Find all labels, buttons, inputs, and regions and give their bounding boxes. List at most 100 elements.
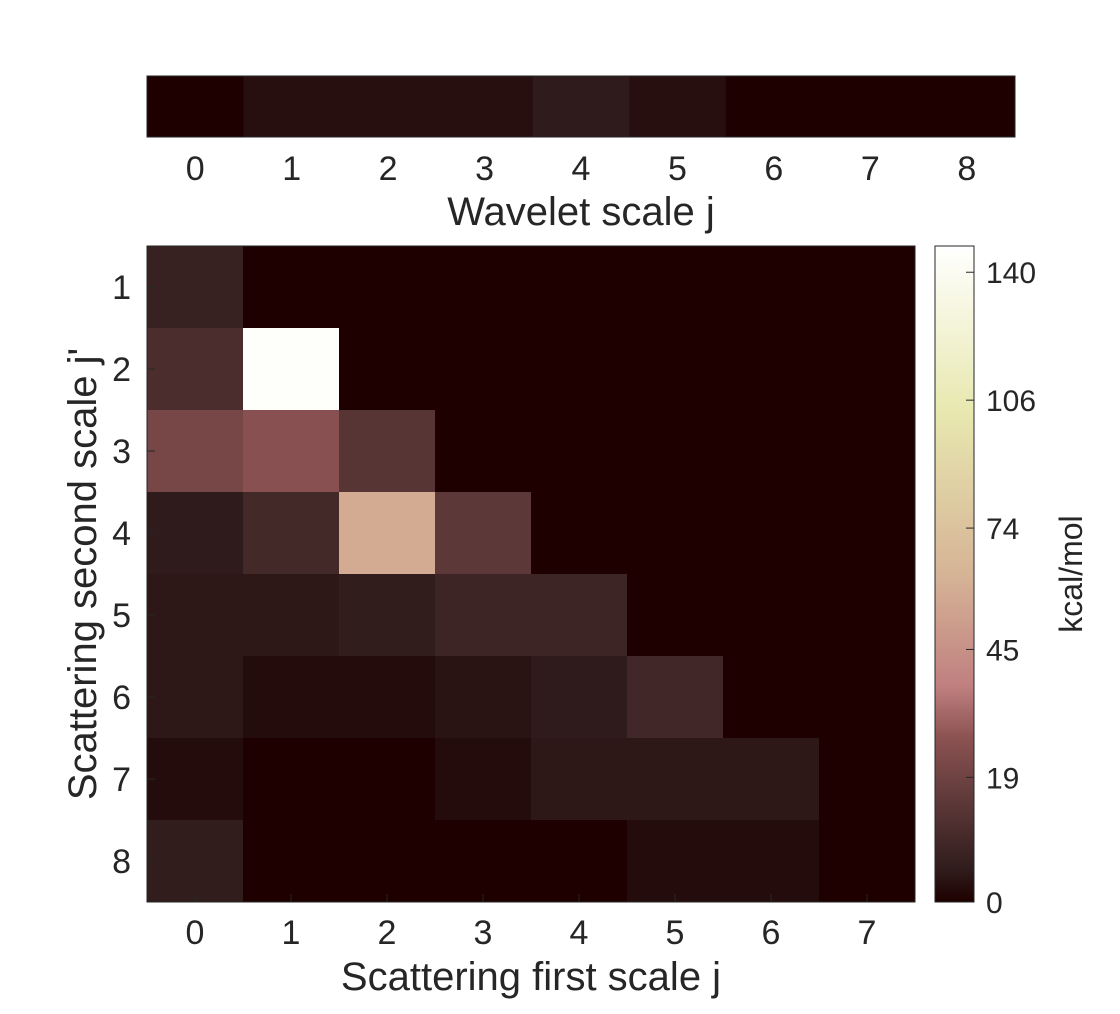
wavelet-cell — [918, 76, 1016, 137]
wavelet-x-tick-label: 6 — [764, 150, 783, 188]
colorbar-tick-label: 0 — [986, 887, 1003, 920]
wavelet-panel: 0 1 2 3 4 5 6 7 8 Wavelet scale j — [146, 75, 1016, 234]
wavelet-cell — [147, 76, 244, 137]
x-tick-label: 3 — [474, 914, 493, 952]
y-tick-label: 1 — [112, 269, 131, 307]
y-tick-label: 8 — [112, 843, 131, 881]
heatmap-cell — [339, 328, 436, 411]
heatmap-cell — [819, 656, 916, 739]
heatmap-cell — [243, 328, 340, 411]
y-tick-label: 7 — [112, 761, 131, 799]
heatmap-cell — [819, 492, 916, 575]
x-tick-label: 4 — [570, 914, 589, 952]
heatmap-cell — [531, 328, 628, 411]
heatmap-cell — [243, 738, 340, 821]
y-tick-label: 6 — [112, 679, 131, 717]
heatmap-cell — [531, 738, 628, 821]
y-tick-label: 4 — [112, 515, 131, 553]
heatmap-cell — [339, 410, 436, 493]
heatmap-cell — [243, 656, 340, 739]
wavelet-cells — [147, 76, 1016, 137]
heatmap-cell — [147, 246, 244, 329]
heatmap-cell — [627, 492, 724, 575]
heatmap-cell — [723, 246, 820, 329]
heatmap-cell — [819, 738, 916, 821]
wavelet-x-axis-label: Wavelet scale j — [447, 190, 715, 234]
heatmap-cell — [435, 738, 532, 821]
colorbar-tick-label: 140 — [986, 257, 1036, 290]
colorbar-label: kcal/mol — [1053, 515, 1089, 632]
colorbar-ticks: 0 19 45 74 106 140 — [966, 257, 1036, 920]
wavelet-cell — [532, 76, 630, 137]
heatmap-cell — [243, 492, 340, 575]
wavelet-cell — [629, 76, 727, 137]
x-tick-label: 6 — [762, 914, 781, 952]
colorbar-tick-label: 74 — [986, 513, 1019, 546]
heatmap-cell — [339, 492, 436, 575]
colorbar-tick-label: 45 — [986, 634, 1019, 667]
heatmap-cell — [531, 656, 628, 739]
colorbar: 0 19 45 74 106 140 kcal/mol — [934, 245, 1089, 920]
wavelet-x-tick-label: 3 — [475, 150, 494, 188]
heatmap-cell — [435, 410, 532, 493]
heatmap-cell — [819, 328, 916, 411]
heatmap-cell — [627, 410, 724, 493]
heatmap-cell — [435, 492, 532, 575]
wavelet-cell — [436, 76, 534, 137]
heatmap-cell — [627, 820, 724, 903]
scattering-x-ticks: 0 1 2 3 4 5 6 7 — [186, 894, 877, 952]
heatmap-cell — [819, 820, 916, 903]
heatmap-cell — [627, 656, 724, 739]
scattering-cells — [147, 246, 916, 903]
heatmap-cell — [819, 574, 916, 657]
x-tick-label: 1 — [282, 914, 301, 952]
wavelet-cell — [243, 76, 341, 137]
heatmap-cell — [435, 820, 532, 903]
wavelet-cell — [725, 76, 823, 137]
y-tick-label: 5 — [112, 597, 131, 635]
heatmap-cell — [531, 410, 628, 493]
heatmap-cell — [819, 410, 916, 493]
x-tick-label: 0 — [186, 914, 205, 952]
scattering-y-axis-label: Scattering second scale j' — [61, 348, 105, 800]
wavelet-x-tick-label: 7 — [861, 150, 880, 188]
heatmap-cell — [723, 574, 820, 657]
heatmap-cell — [339, 656, 436, 739]
heatmap-cell — [627, 738, 724, 821]
wavelet-x-tick-label: 8 — [957, 150, 976, 188]
heatmap-cell — [339, 246, 436, 329]
x-tick-label: 7 — [858, 914, 877, 952]
heatmap-cell — [819, 246, 916, 329]
heatmap-cell — [243, 574, 340, 657]
heatmap-cell — [435, 246, 532, 329]
heatmap-cell — [435, 328, 532, 411]
heatmap-cell — [339, 820, 436, 903]
wavelet-frame — [146, 75, 1016, 138]
heatmap-cell — [147, 492, 244, 575]
wavelet-x-tick-label: 5 — [668, 150, 687, 188]
scattering-frame — [146, 245, 916, 903]
wavelet-x-ticks: 0 1 2 3 4 5 6 7 8 — [186, 150, 976, 188]
heatmap-cell — [147, 574, 244, 657]
heatmap-cell — [147, 328, 244, 411]
heatmap-cell — [243, 410, 340, 493]
heatmap-cell — [339, 574, 436, 657]
heatmap-cell — [531, 246, 628, 329]
scattering-y-ticks: 1 2 3 4 5 6 7 8 — [112, 269, 155, 881]
heatmap-cell — [627, 246, 724, 329]
heatmap-cell — [723, 410, 820, 493]
y-tick-label: 2 — [112, 351, 131, 389]
wavelet-cell — [822, 76, 920, 137]
heatmap-cell — [723, 738, 820, 821]
wavelet-x-tick-label: 4 — [572, 150, 591, 188]
heatmap-cell — [147, 738, 244, 821]
scattering-panel: 0 1 2 3 4 5 6 7 1 2 3 4 5 6 7 8 Scattering first scale… — [61, 245, 916, 999]
colorbar-tick-label: 19 — [986, 762, 1019, 795]
colorbar-tick-label: 106 — [986, 385, 1036, 418]
x-tick-label: 5 — [666, 914, 685, 952]
scattering-x-axis-label: Scattering first scale j — [341, 955, 721, 999]
heatmap-cell — [243, 246, 340, 329]
heatmap-cell — [723, 328, 820, 411]
wavelet-x-tick-label: 2 — [379, 150, 398, 188]
